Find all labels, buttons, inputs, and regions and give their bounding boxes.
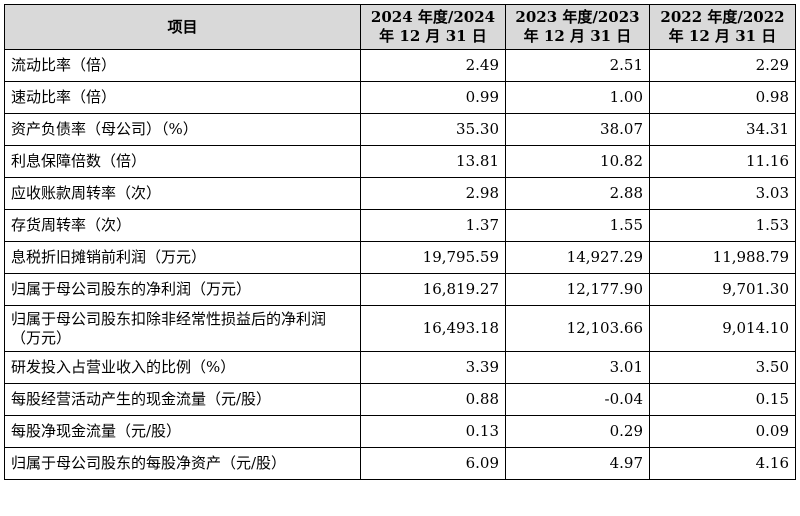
header-2024-line1: 2024 年度/2024: [370, 8, 496, 26]
cell-2023: 14,927.29: [505, 241, 650, 274]
cell-2024: 2.98: [360, 177, 506, 210]
cell-2024: 19,795.59: [360, 241, 506, 274]
row-label: 资产负债率（母公司）（%）: [4, 113, 361, 146]
table-row: 归属于母公司股东扣除非经常性损益后的净利润（万元） 16,493.18 12,1…: [4, 305, 796, 352]
row-label: 归属于母公司股东扣除非经常性损益后的净利润（万元）: [4, 305, 361, 352]
table-row: 利息保障倍数（倍） 13.81 10.82 11.16: [4, 145, 796, 178]
cell-2023: 1.00: [505, 81, 650, 114]
row-label: 利息保障倍数（倍）: [4, 145, 361, 178]
row-label: 应收账款周转率（次）: [4, 177, 361, 210]
financial-indicators-table-wrapper: 项目 2024 年度/2024 年 12 月 31 日 2023 年度/2023…: [4, 4, 796, 480]
cell-2024: 0.88: [360, 383, 506, 416]
header-2023-line2: 年 12 月 31 日: [523, 27, 632, 45]
header-item: 项目: [4, 4, 361, 50]
cell-2024: 0.13: [360, 415, 506, 448]
cell-2022: 1.53: [649, 209, 796, 242]
table-row: 研发投入占营业收入的比例（%） 3.39 3.01 3.50: [4, 351, 796, 384]
cell-2023: 3.01: [505, 351, 650, 384]
cell-2023: -0.04: [505, 383, 650, 416]
cell-2022: 2.29: [649, 49, 796, 82]
table-row: 流动比率（倍） 2.49 2.51 2.29: [4, 49, 796, 82]
row-label: 息税折旧摊销前利润（万元）: [4, 241, 361, 274]
cell-2024: 35.30: [360, 113, 506, 146]
cell-2024: 13.81: [360, 145, 506, 178]
row-label: 研发投入占营业收入的比例（%）: [4, 351, 361, 384]
cell-2023: 4.97: [505, 447, 650, 480]
header-2024-line2: 年 12 月 31 日: [379, 27, 487, 45]
row-label: 每股净现金流量（元/股）: [4, 415, 361, 448]
cell-2022: 9,014.10: [649, 305, 796, 352]
cell-2022: 9,701.30: [649, 273, 796, 306]
cell-2024: 3.39: [360, 351, 506, 384]
table-header: 项目 2024 年度/2024 年 12 月 31 日 2023 年度/2023…: [4, 4, 796, 50]
cell-2022: 0.98: [649, 81, 796, 114]
cell-2022: 3.50: [649, 351, 796, 384]
row-label: 流动比率（倍）: [4, 49, 361, 82]
cell-2022: 0.09: [649, 415, 796, 448]
cell-2024: 6.09: [360, 447, 506, 480]
cell-2022: 11,988.79: [649, 241, 796, 274]
row-label: 存货周转率（次）: [4, 209, 361, 242]
cell-2023: 1.55: [505, 209, 650, 242]
row-label: 归属于母公司股东的净利润（万元）: [4, 273, 361, 306]
table-row: 存货周转率（次） 1.37 1.55 1.53: [4, 209, 796, 242]
row-label: 每股经营活动产生的现金流量（元/股）: [4, 383, 361, 416]
row-label: 速动比率（倍）: [4, 81, 361, 114]
cell-2022: 4.16: [649, 447, 796, 480]
cell-2024: 1.37: [360, 209, 506, 242]
cell-2022: 11.16: [649, 145, 796, 178]
cell-2024: 0.99: [360, 81, 506, 114]
cell-2024: 16,493.18: [360, 305, 506, 352]
header-2023-line1: 2023 年度/2023: [515, 8, 640, 26]
cell-2023: 2.88: [505, 177, 650, 210]
table-row: 资产负债率（母公司）（%） 35.30 38.07 34.31: [4, 113, 796, 146]
table-row: 速动比率（倍） 0.99 1.00 0.98: [4, 81, 796, 114]
table-row: 归属于母公司股东的每股净资产（元/股） 6.09 4.97 4.16: [4, 447, 796, 480]
header-2022: 2022 年度/2022 年 12 月 31 日: [649, 4, 796, 50]
cell-2023: 12,177.90: [505, 273, 650, 306]
row-label: 归属于母公司股东的每股净资产（元/股）: [4, 447, 361, 480]
header-2022-line1: 2022 年度/2022: [660, 8, 785, 26]
table-row: 应收账款周转率（次） 2.98 2.88 3.03: [4, 177, 796, 210]
table-row: 每股经营活动产生的现金流量（元/股） 0.88 -0.04 0.15: [4, 383, 796, 416]
table-row: 每股净现金流量（元/股） 0.13 0.29 0.09: [4, 415, 796, 448]
table-row: 息税折旧摊销前利润（万元） 19,795.59 14,927.29 11,988…: [4, 241, 796, 274]
table-row: 归属于母公司股东的净利润（万元） 16,819.27 12,177.90 9,7…: [4, 273, 796, 306]
header-2023: 2023 年度/2023 年 12 月 31 日: [505, 4, 650, 50]
cell-2023: 38.07: [505, 113, 650, 146]
cell-2022: 34.31: [649, 113, 796, 146]
cell-2023: 10.82: [505, 145, 650, 178]
cell-2024: 2.49: [360, 49, 506, 82]
header-2024: 2024 年度/2024 年 12 月 31 日: [360, 4, 506, 50]
cell-2023: 12,103.66: [505, 305, 650, 352]
header-2022-line2: 年 12 月 31 日: [668, 27, 777, 45]
cell-2022: 0.15: [649, 383, 796, 416]
table-body: 流动比率（倍） 2.49 2.51 2.29 速动比率（倍） 0.99 1.00…: [4, 49, 796, 480]
cell-2023: 2.51: [505, 49, 650, 82]
cell-2022: 3.03: [649, 177, 796, 210]
cell-2023: 0.29: [505, 415, 650, 448]
header-row: 项目 2024 年度/2024 年 12 月 31 日 2023 年度/2023…: [4, 4, 796, 50]
cell-2024: 16,819.27: [360, 273, 506, 306]
financial-indicators-table: 项目 2024 年度/2024 年 12 月 31 日 2023 年度/2023…: [4, 4, 796, 480]
